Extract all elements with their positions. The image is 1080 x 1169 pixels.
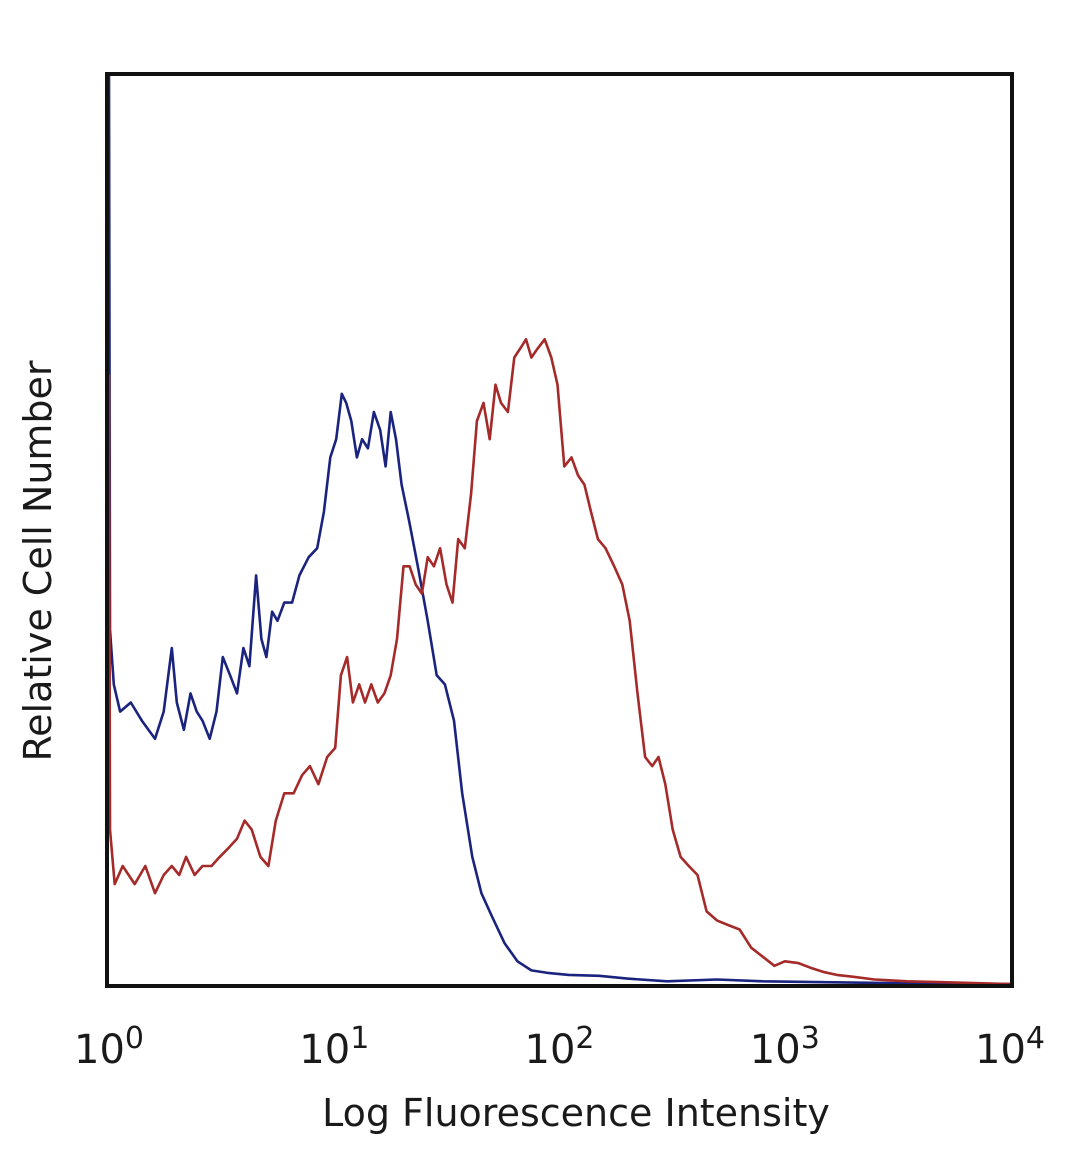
x-tick-label: 100 [74,1021,144,1073]
x-tick-label: 103 [750,1021,820,1073]
x-tick-label: 104 [975,1021,1045,1073]
plot-frame [105,72,1014,988]
x-axis-title: Log Fluorescence Intensity [322,1091,830,1135]
y-axis-title: Relative Cell Number [16,360,60,761]
x-tick-labels: 100 101 102 103 104 [74,1021,1045,1073]
x-tick-label: 101 [299,1021,369,1073]
histogram-series-2 [107,338,1012,986]
x-tick-label: 102 [525,1021,595,1073]
histogram-series-1 [107,74,1012,986]
series-layer [107,74,1012,986]
